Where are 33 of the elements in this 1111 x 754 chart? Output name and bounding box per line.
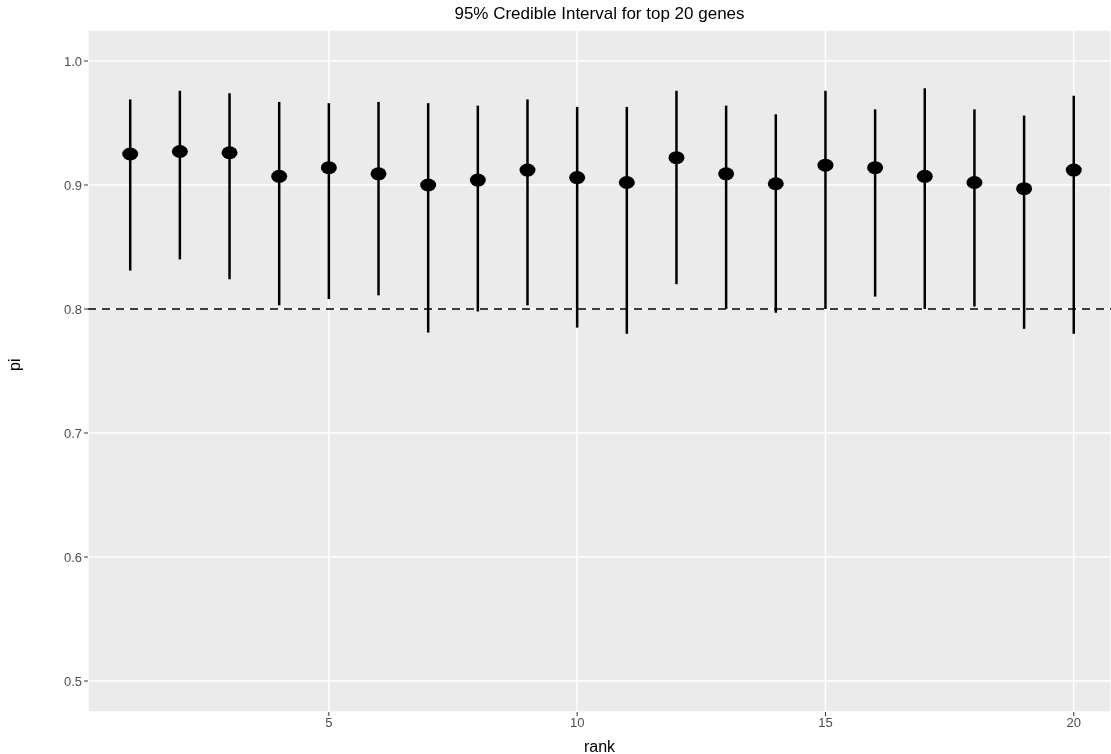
point <box>420 178 437 192</box>
y-tick-label: 1.0 <box>63 53 82 69</box>
point <box>618 176 635 190</box>
x-tick-label: 15 <box>818 715 833 731</box>
point <box>817 158 834 172</box>
point <box>271 169 288 183</box>
point <box>1016 182 1033 196</box>
point <box>519 163 536 177</box>
point <box>966 176 983 190</box>
point <box>867 161 884 175</box>
y-tick-label: 0.6 <box>63 549 82 565</box>
point <box>767 177 784 191</box>
point <box>569 171 586 185</box>
point <box>370 167 387 181</box>
x-axis-title: rank <box>583 738 617 754</box>
point <box>916 169 933 183</box>
point <box>1065 163 1082 177</box>
y-tick-label: 0.7 <box>63 425 82 441</box>
y-tick-label: 0.5 <box>63 673 82 689</box>
y-axis-title: pi <box>5 358 23 371</box>
y-tick-label: 0.9 <box>63 177 82 193</box>
y-tick-label: 0.8 <box>63 301 82 317</box>
x-tick-label: 10 <box>569 715 585 731</box>
point <box>122 147 139 161</box>
point <box>221 146 238 160</box>
point <box>171 145 188 159</box>
point <box>320 161 337 175</box>
point <box>469 173 486 187</box>
x-tick-label: 20 <box>1066 715 1081 731</box>
point <box>718 167 735 181</box>
point <box>668 151 685 165</box>
x-tick-label: 5 <box>325 715 333 731</box>
chart-title: 95% Credible Interval for top 20 genes <box>453 4 746 24</box>
